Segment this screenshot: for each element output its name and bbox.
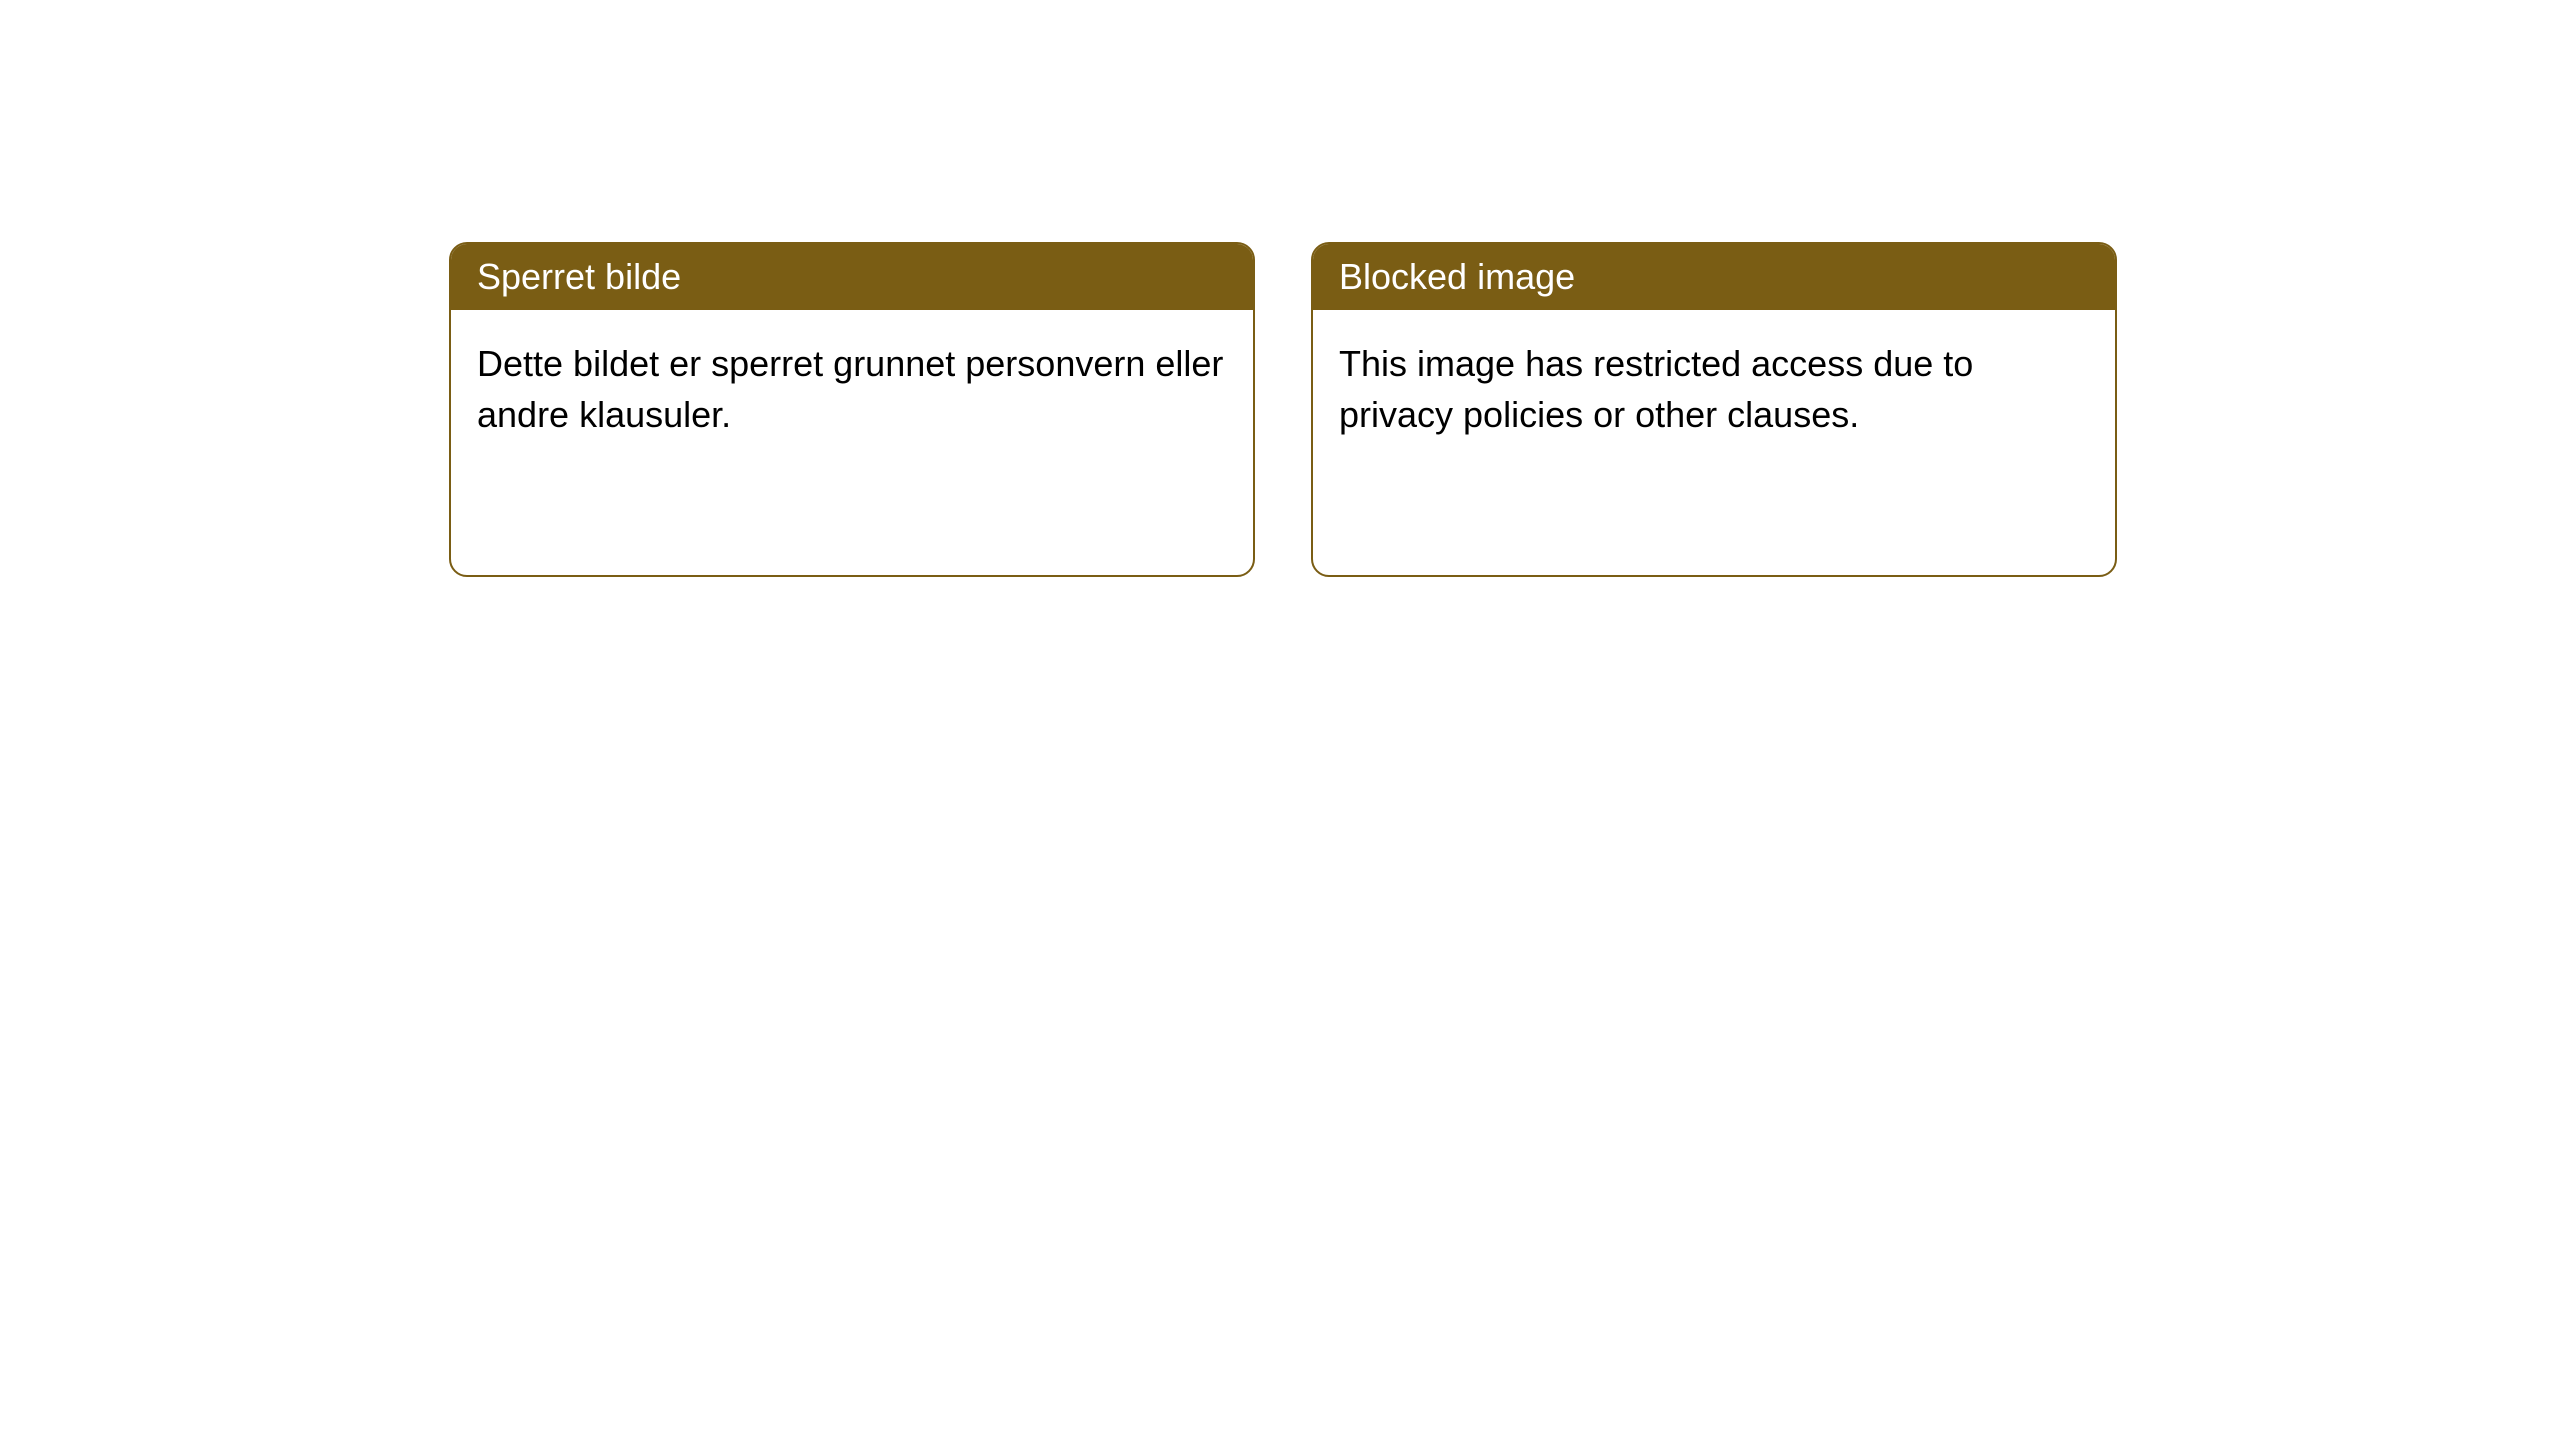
card-body-text: Dette bildet er sperret grunnet personve… (477, 343, 1223, 435)
notice-cards-row: Sperret bilde Dette bildet er sperret gr… (449, 242, 2117, 577)
notice-card-norwegian: Sperret bilde Dette bildet er sperret gr… (449, 242, 1255, 577)
card-body: Dette bildet er sperret grunnet personve… (451, 310, 1253, 468)
notice-card-english: Blocked image This image has restricted … (1311, 242, 2117, 577)
card-body: This image has restricted access due to … (1313, 310, 2115, 468)
card-title: Sperret bilde (477, 256, 681, 297)
card-header: Blocked image (1313, 244, 2115, 310)
card-body-text: This image has restricted access due to … (1339, 343, 1973, 435)
card-title: Blocked image (1339, 256, 1575, 297)
card-header: Sperret bilde (451, 244, 1253, 310)
